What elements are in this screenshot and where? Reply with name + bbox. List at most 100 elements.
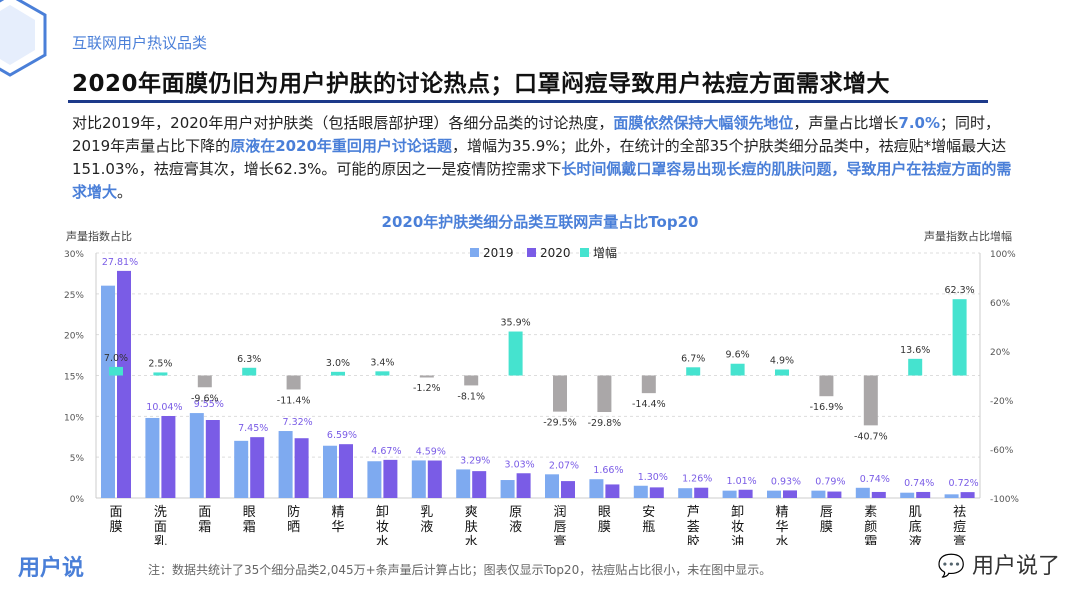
data-label-growth: -40.7% xyxy=(854,431,888,442)
wechat-account: 💬 用户说了 xyxy=(938,548,1060,580)
category-label: 原 xyxy=(509,505,522,520)
category-label: 膏 xyxy=(553,534,566,545)
category-label: 面 xyxy=(109,505,122,520)
category-label: 唇 xyxy=(553,520,566,535)
data-label-growth: 62.3% xyxy=(945,285,975,296)
paragraph-text: ，增幅为35.9%；此外，在统计的全部35个护肤类细分品类中，祛痘贴*增幅最大达… xyxy=(72,137,1007,178)
data-label-2020: 9.55% xyxy=(194,399,224,410)
bar-2019 xyxy=(323,445,337,498)
bar-2019 xyxy=(811,490,826,498)
category-label: 液 xyxy=(509,520,522,535)
bar-growth xyxy=(863,375,878,426)
legend-swatch xyxy=(580,248,589,257)
category-label: 精 xyxy=(775,505,788,520)
category-label: 水 xyxy=(465,535,478,545)
category-label: 水 xyxy=(775,535,788,545)
category-label: 妆 xyxy=(731,520,744,535)
y-tick-label: 10% xyxy=(64,413,84,423)
bar-2020 xyxy=(738,489,753,498)
y2-axis-label: 声量指数占比增幅 xyxy=(924,229,1012,243)
data-label-growth: 7.0% xyxy=(104,353,128,364)
y-tick-label: 0% xyxy=(70,495,85,505)
data-label-2020: 6.59% xyxy=(327,430,357,441)
bar-2019 xyxy=(500,480,515,498)
category-label: 卸 xyxy=(376,504,389,520)
category-label: 洗 xyxy=(154,505,167,520)
data-label-2020: 7.32% xyxy=(283,417,313,428)
bar-2020 xyxy=(383,459,398,498)
y-axis-label: 声量指数占比 xyxy=(66,229,132,243)
category-label: 芦 xyxy=(687,505,700,520)
bar-2020 xyxy=(871,491,886,498)
bar-2020 xyxy=(516,473,531,498)
paragraph-text: ，声量占比增长 xyxy=(793,114,899,132)
y-tick-label: 25% xyxy=(64,291,84,301)
bar-2019 xyxy=(367,461,382,498)
bar-2019 xyxy=(278,431,293,498)
data-label-2020: 3.03% xyxy=(505,459,535,470)
data-label-growth: 6.7% xyxy=(681,353,705,364)
category-label: 瓶 xyxy=(642,520,655,535)
bar-2020 xyxy=(205,420,220,498)
bar-growth xyxy=(286,375,301,390)
y2-tick-label: 60% xyxy=(990,299,1010,309)
bar-2020 xyxy=(694,487,709,498)
decorative-hexagon xyxy=(0,0,47,77)
bar-2020 xyxy=(783,490,797,498)
data-label-2020: 3.29% xyxy=(460,455,490,466)
data-label-growth: 3.0% xyxy=(326,358,350,369)
data-label-growth: 4.9% xyxy=(770,355,794,366)
bar-2019 xyxy=(678,488,693,498)
category-label: 荟 xyxy=(687,520,700,535)
bar-2019 xyxy=(234,440,249,498)
bar-growth xyxy=(553,375,567,412)
highlight-text: 长时间佩戴口罩容易出现长痘的肌肤问题，导致用户在祛痘方面的需求增大 xyxy=(72,160,1012,201)
bar-2020 xyxy=(161,416,176,498)
category-label: 面 xyxy=(154,520,167,535)
chart-title: 2020年护肤类细分品类互联网声量占比Top20 xyxy=(382,213,699,231)
brand-logo: 用户说 xyxy=(18,556,85,581)
category-label: 华 xyxy=(331,520,344,535)
y-tick-label: 30% xyxy=(64,250,84,260)
y2-tick-label: -60% xyxy=(990,446,1014,456)
legend-swatch xyxy=(470,248,479,257)
data-label-2020: 0.93% xyxy=(771,476,801,487)
category-label: 油 xyxy=(731,535,744,545)
bar-2019 xyxy=(944,494,959,498)
category-label: 乳 xyxy=(420,505,433,520)
paragraph-text: 对比2019年，2020年用户对护肤类（包括眼唇部护理）各细分品类的讨论热度， xyxy=(72,114,614,132)
bar-2020 xyxy=(649,487,664,498)
bar-2020 xyxy=(427,460,442,498)
y2-tick-label: -20% xyxy=(990,397,1014,407)
category-label: 爽 xyxy=(465,505,478,520)
category-label: 唇 xyxy=(820,505,833,520)
data-label-growth: -29.8% xyxy=(588,418,622,429)
data-label-growth: 2.5% xyxy=(148,358,172,369)
category-label: 卸 xyxy=(731,504,744,520)
data-label-growth: 6.3% xyxy=(237,354,261,365)
category-label: 液 xyxy=(909,535,922,545)
bar-2019 xyxy=(900,492,915,498)
bar-growth xyxy=(686,367,701,376)
data-label-growth: -1.2% xyxy=(413,383,441,394)
bar-growth xyxy=(819,375,834,397)
footnote: 注：数据共统计了35个细分品类2,045万+条声量后计算占比；图表仅显示Top2… xyxy=(148,563,772,577)
category-label: 祛 xyxy=(953,504,966,520)
data-label-growth: -29.5% xyxy=(543,418,577,429)
category-label: 水 xyxy=(376,535,389,545)
y-tick-label: 15% xyxy=(64,373,84,383)
bar-2020 xyxy=(339,444,353,498)
data-label-2020: 4.59% xyxy=(416,446,446,457)
page-title: 2020年面膜仍旧为用户护肤的讨论热点；口罩闷痘导致用户祛痘方面需求增大 xyxy=(72,71,891,97)
highlight-text: 7.0% xyxy=(898,114,940,132)
data-label-growth: 35.9% xyxy=(501,318,531,329)
data-label-growth: -14.4% xyxy=(632,399,666,410)
bar-2019 xyxy=(189,413,204,498)
data-label-growth: 13.6% xyxy=(900,345,930,356)
bar-growth xyxy=(419,375,434,378)
category-label: 痘 xyxy=(953,520,966,535)
data-label-2020: 10.04% xyxy=(146,402,182,413)
legend-label: 2020 xyxy=(540,246,571,260)
category-label: 液 xyxy=(420,520,433,535)
y2-tick-label: 20% xyxy=(990,348,1010,358)
